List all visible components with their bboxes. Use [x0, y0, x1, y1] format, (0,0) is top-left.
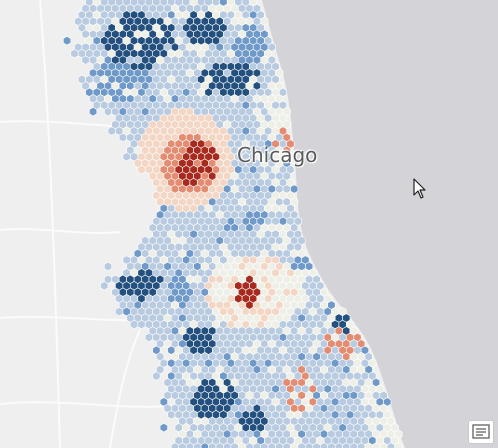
- hex-bin[interactable]: [208, 442, 217, 448]
- hex-bin[interactable]: [394, 442, 403, 448]
- hex-bin[interactable]: [386, 442, 396, 448]
- hex-bin[interactable]: [305, 442, 314, 448]
- hex-bin[interactable]: [223, 442, 232, 448]
- hex-bin[interactable]: [152, 371, 161, 381]
- hex-bin[interactable]: [107, 126, 116, 136]
- cursor-pointer-icon: [413, 178, 426, 199]
- hex-bin[interactable]: [104, 107, 112, 117]
- hex-bin[interactable]: [89, 107, 98, 117]
- hex-bin[interactable]: [282, 442, 291, 448]
- hex-bin[interactable]: [312, 442, 321, 448]
- hex-bin[interactable]: [185, 442, 194, 448]
- hex-bin[interactable]: [178, 442, 187, 448]
- hex-bin[interactable]: [118, 132, 127, 143]
- hex-bin[interactable]: [144, 332, 153, 343]
- hex-bin[interactable]: [200, 442, 209, 448]
- hex-bin[interactable]: [372, 442, 381, 448]
- hex-bin[interactable]: [122, 152, 131, 162]
- hex-bin[interactable]: [100, 281, 109, 291]
- hex-bin[interactable]: [327, 442, 336, 448]
- hex-bin[interactable]: [171, 442, 179, 448]
- hex-bin[interactable]: [130, 319, 139, 330]
- hex-bin[interactable]: [104, 261, 112, 272]
- lake-michigan: [262, 0, 498, 448]
- hex-bin[interactable]: [364, 442, 373, 448]
- hex-bin[interactable]: [159, 423, 168, 433]
- hex-bin[interactable]: [357, 442, 366, 448]
- legend-icon: [472, 424, 490, 439]
- hex-bin[interactable]: [70, 48, 79, 59]
- hex-bin[interactable]: [342, 442, 351, 448]
- hex-bin[interactable]: [319, 442, 329, 448]
- hex-bin[interactable]: [137, 165, 146, 175]
- hex-bin[interactable]: [230, 442, 239, 448]
- hex-bin[interactable]: [137, 319, 146, 330]
- hex-bin[interactable]: [334, 442, 343, 448]
- hex-bin[interactable]: [297, 442, 306, 448]
- hex-bin[interactable]: [245, 442, 254, 448]
- hex-bin[interactable]: [349, 442, 358, 448]
- hex-bin[interactable]: [81, 55, 90, 65]
- hex-bin[interactable]: [267, 442, 276, 448]
- hex-bin[interactable]: [275, 442, 284, 448]
- hex-bin[interactable]: [260, 442, 269, 448]
- hex-bin[interactable]: [193, 442, 202, 448]
- hex-bin[interactable]: [379, 442, 388, 448]
- hex-bin[interactable]: [290, 442, 299, 448]
- hex-bin[interactable]: [238, 442, 247, 448]
- hex-bin-layer: [62, 0, 403, 448]
- hex-bin[interactable]: [62, 36, 72, 46]
- hex-bin[interactable]: [252, 442, 262, 448]
- hex-bin[interactable]: [115, 306, 124, 317]
- legend-button[interactable]: [468, 420, 494, 444]
- hex-bin[interactable]: [167, 410, 176, 420]
- place-label-chicago: Chicago: [237, 143, 318, 167]
- hex-bin[interactable]: [215, 442, 224, 448]
